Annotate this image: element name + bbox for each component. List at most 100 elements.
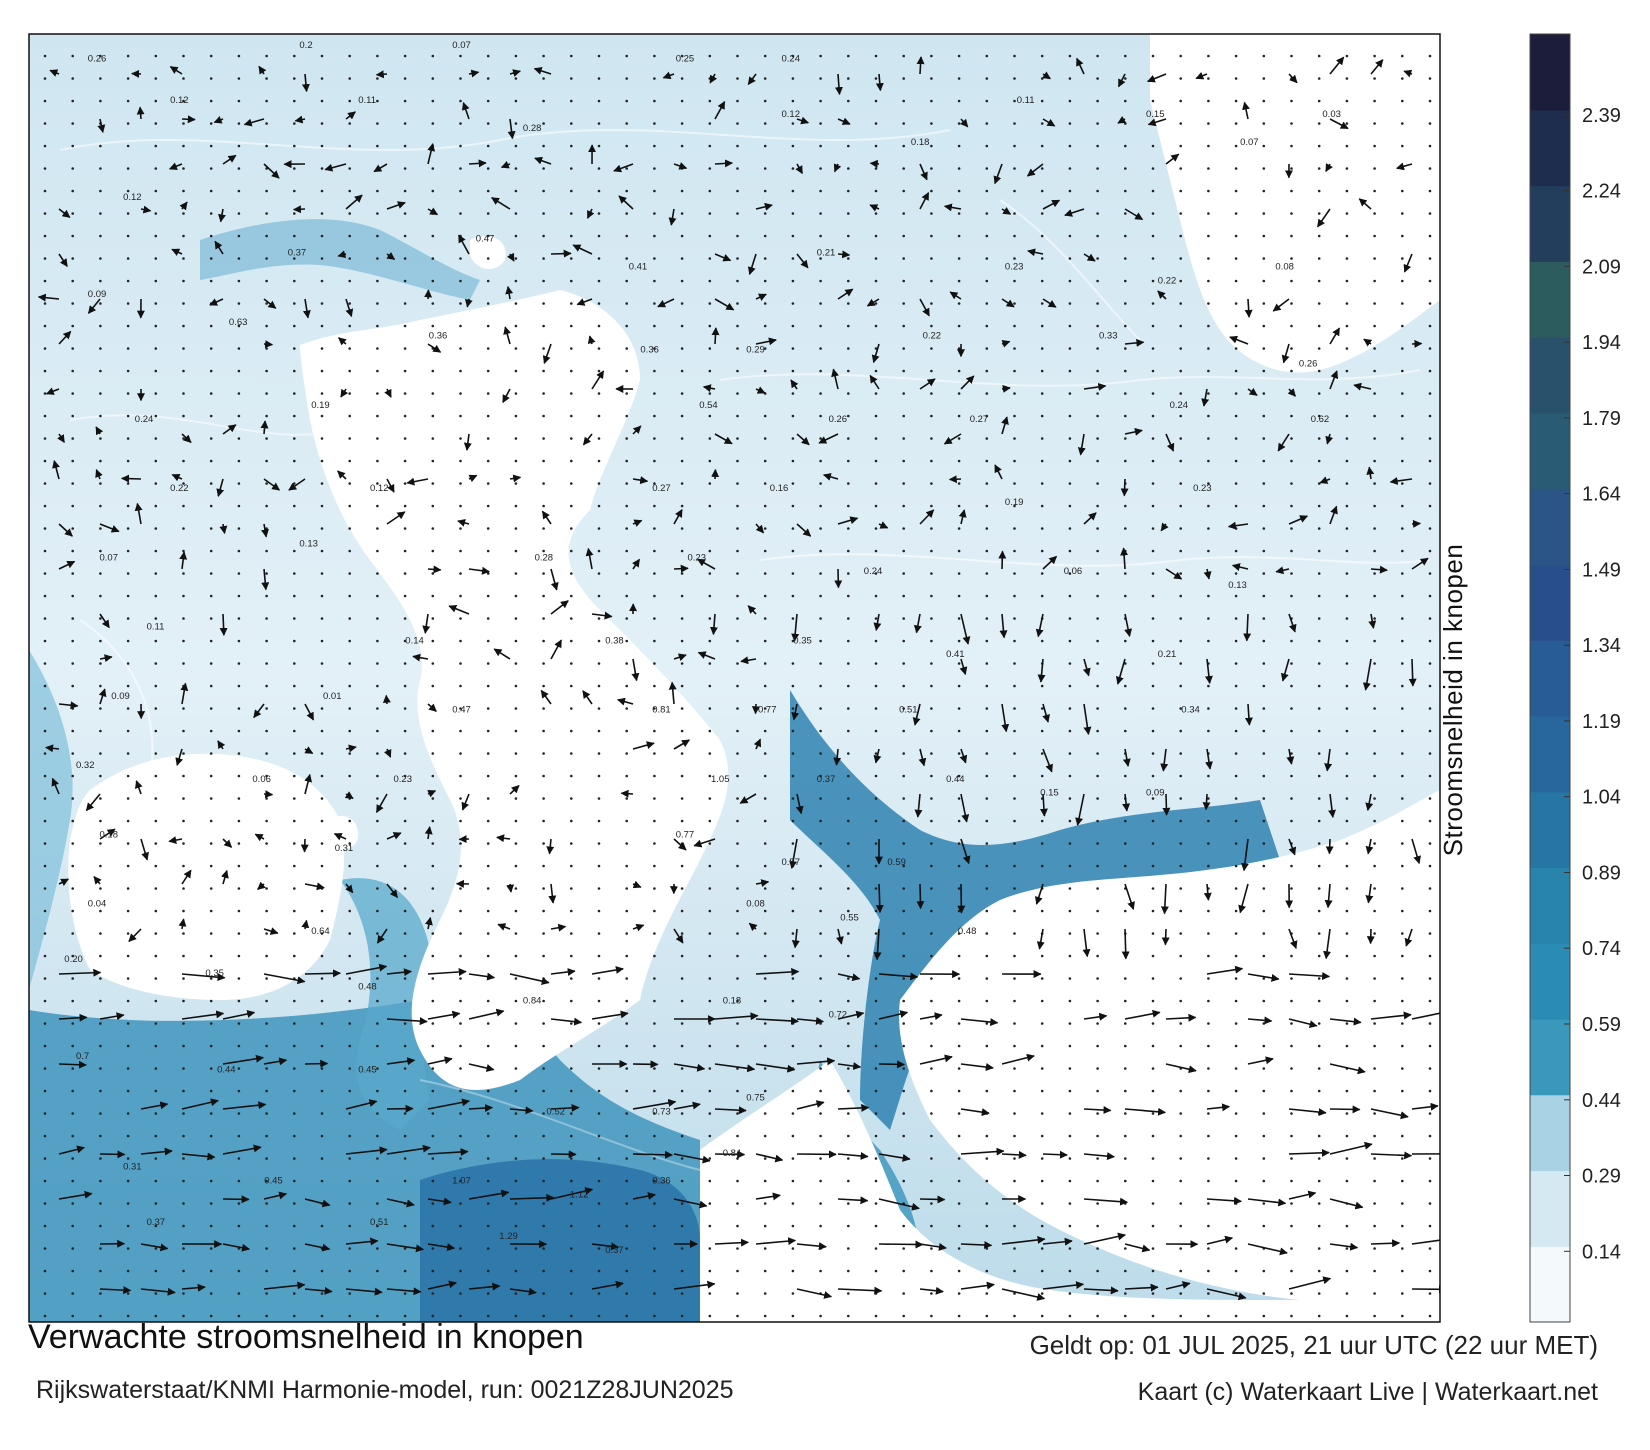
grid-dot [1401, 617, 1404, 620]
grid-dot [902, 864, 905, 868]
grid-dot [1262, 1112, 1266, 1115]
grid-dot [431, 842, 435, 845]
flow-arrow [869, 204, 880, 212]
grid-dot [542, 324, 545, 328]
grid-dot [1345, 909, 1349, 913]
grid-dot [597, 212, 601, 215]
flow-arrow [427, 565, 442, 574]
speed-value-label: 0.09 [111, 691, 130, 702]
grid-dot [376, 324, 379, 328]
grid-dot [985, 54, 989, 58]
grid-dot [985, 212, 989, 215]
grid-dot [293, 864, 296, 868]
grid-dot [99, 414, 102, 418]
grid-dot [126, 819, 130, 823]
flow-arrow [461, 101, 470, 120]
grid-dot [71, 144, 74, 148]
grid-dot [985, 369, 989, 373]
grid-dot [71, 1314, 74, 1318]
grid-dot [293, 527, 296, 530]
grid-dot [403, 1089, 407, 1093]
britain-landmass [300, 290, 729, 1090]
grid-dot [874, 144, 878, 148]
grid-dot [708, 572, 712, 575]
speed-value-label: 0.73 [652, 1106, 671, 1117]
grid-dot [376, 1044, 379, 1048]
grid-dot [1290, 144, 1293, 148]
grid-dot [1290, 167, 1293, 170]
grid-dot [985, 1269, 989, 1273]
grid-dot [376, 1269, 379, 1273]
grid-dot [1040, 684, 1044, 688]
grid-dot [154, 482, 158, 485]
grid-dot [348, 774, 352, 778]
grid-dot [1401, 662, 1404, 665]
grid-dot [902, 77, 905, 80]
grid-dot [874, 392, 878, 395]
grid-dot [985, 167, 989, 170]
grid-dot [1345, 1044, 1349, 1048]
grid-dot [154, 797, 158, 800]
grid-dot [708, 842, 712, 845]
grid-dot [99, 459, 102, 463]
grid-dot [1401, 864, 1404, 868]
grid-dot [43, 977, 47, 980]
flow-arrow [662, 71, 675, 80]
grid-dot [819, 1269, 822, 1273]
grid-dot [902, 617, 905, 620]
grid-dot [957, 1134, 961, 1138]
grid-dot [320, 707, 324, 710]
grid-dot [1179, 144, 1182, 148]
grid-dot [1234, 369, 1238, 373]
grid-dot [43, 932, 47, 935]
grid-dot [431, 1202, 435, 1205]
grid-dot [376, 414, 379, 418]
grid-dot [1151, 729, 1155, 733]
colorbar-tick-label: 2.39 [1582, 105, 1621, 127]
grid-dot [154, 954, 158, 958]
grid-dot [320, 122, 324, 125]
grid-dot [1428, 797, 1432, 800]
grid-dot [736, 1022, 739, 1025]
grid-dot [348, 999, 352, 1003]
grid-dot [1151, 977, 1155, 980]
grid-dot [847, 369, 850, 373]
grid-dot [625, 954, 628, 958]
speed-value-label: 0.37 [288, 248, 307, 259]
grid-dot [1068, 414, 1072, 418]
grid-dot [265, 752, 268, 755]
grid-dot [791, 752, 795, 755]
grid-dot [43, 639, 47, 643]
grid-dot [1401, 144, 1404, 148]
grid-dot [1040, 414, 1044, 418]
grid-dot [930, 752, 933, 755]
grid-dot [819, 347, 822, 350]
grid-dot [265, 122, 268, 125]
grid-dot [1262, 909, 1266, 913]
speed-value-label: 0.63 [229, 317, 248, 328]
grid-dot [209, 392, 213, 395]
grid-dot [209, 909, 213, 913]
flow-arrow [1363, 338, 1373, 347]
flow-arrow [1075, 793, 1085, 826]
flow-arrow [1124, 1107, 1166, 1116]
grid-dot [819, 842, 822, 845]
grid-dot [1040, 1292, 1044, 1295]
grid-dot [486, 707, 490, 710]
grid-dot [209, 1044, 213, 1048]
grid-dot [1317, 1179, 1321, 1183]
flow-arrow [1083, 703, 1092, 735]
grid-dot [957, 1112, 961, 1115]
grid-dot [1068, 909, 1072, 913]
grid-dot [486, 954, 490, 958]
grid-dot [1013, 864, 1016, 868]
grid-dot [985, 932, 989, 935]
grid-dot [902, 842, 905, 845]
grid-dot [1179, 1044, 1182, 1048]
grid-dot [1096, 99, 1099, 103]
grid-dot [1401, 527, 1404, 530]
grid-dot [653, 279, 656, 283]
grid-dot [680, 1157, 684, 1160]
grid-dot [1234, 189, 1238, 193]
grid-dot [736, 279, 739, 283]
